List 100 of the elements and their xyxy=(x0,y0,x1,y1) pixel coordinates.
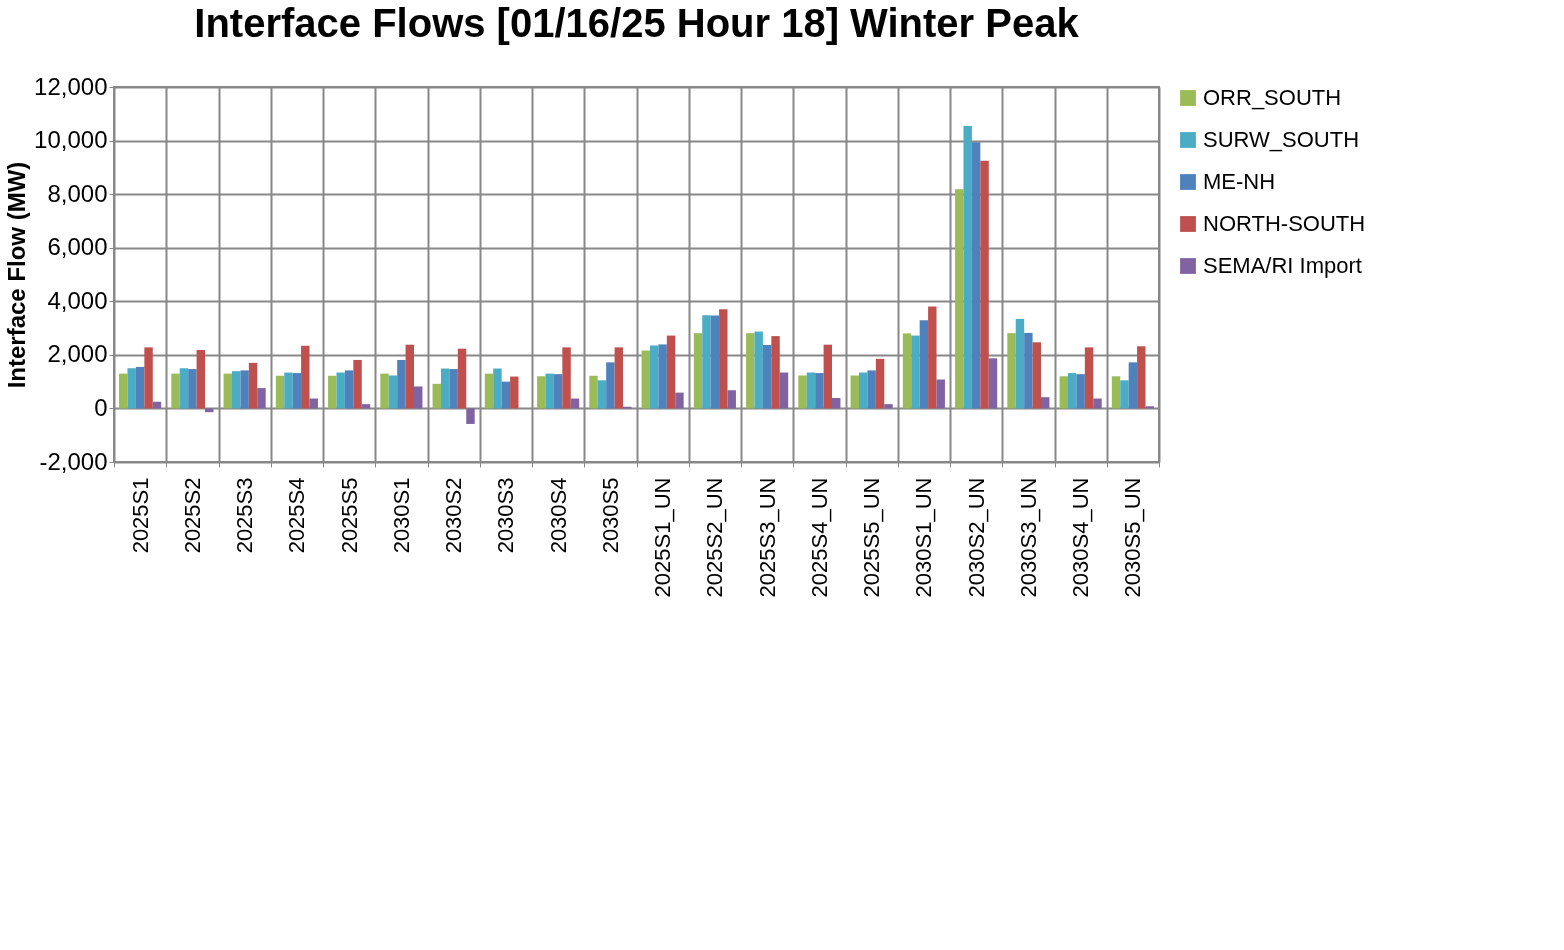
bar xyxy=(746,333,755,409)
bar xyxy=(1015,318,1025,409)
bar xyxy=(1111,376,1121,409)
bar xyxy=(501,381,511,409)
bar xyxy=(762,344,772,409)
bar xyxy=(196,350,206,409)
bar xyxy=(606,362,615,409)
bar xyxy=(440,368,450,409)
bar xyxy=(205,408,214,413)
bar xyxy=(823,344,833,409)
bar xyxy=(955,189,964,409)
bar xyxy=(553,374,563,409)
bar xyxy=(127,368,136,409)
x-tick-label: 2025S1_UN xyxy=(650,477,676,598)
bar xyxy=(1059,376,1068,409)
y-tick-label: -2,000 xyxy=(39,447,108,475)
bar xyxy=(875,358,885,409)
x-tick-label: 2030S4 xyxy=(545,477,571,554)
bar xyxy=(858,372,868,409)
x-tick-label: 2025S2 xyxy=(179,477,205,554)
chart-title: Interface Flows [01/16/25 Hour 18] Winter Peak xyxy=(194,1,1080,45)
bar xyxy=(144,347,153,409)
bar xyxy=(980,160,989,409)
bar xyxy=(545,373,554,409)
bar xyxy=(779,372,789,409)
bar xyxy=(867,370,876,409)
bar xyxy=(597,380,607,409)
bar xyxy=(1093,398,1102,409)
bar xyxy=(702,315,711,409)
bar xyxy=(1032,342,1042,409)
bar xyxy=(275,375,285,409)
x-tick-label: 2025S5 xyxy=(336,477,362,554)
bar xyxy=(388,375,398,409)
legend-label: SEMA/RI Import xyxy=(1203,253,1362,278)
y-tick-label: 12,000 xyxy=(34,72,108,100)
bar xyxy=(328,375,337,409)
x-tick-label: 2030S3_UN xyxy=(1015,477,1041,598)
bar xyxy=(710,315,720,409)
x-tick-label: 2030S4_UN xyxy=(1068,477,1094,598)
bar xyxy=(135,366,145,409)
bar xyxy=(832,397,841,409)
y-tick-label: 2,000 xyxy=(47,340,108,368)
bar xyxy=(240,370,249,409)
bar xyxy=(666,335,676,409)
bar xyxy=(936,379,945,409)
bar xyxy=(1120,380,1129,409)
bar xyxy=(658,344,667,409)
bar xyxy=(457,348,467,409)
bar xyxy=(414,386,423,409)
bar xyxy=(231,371,241,409)
bar xyxy=(1007,333,1016,409)
bar xyxy=(510,376,519,409)
bar xyxy=(614,347,624,409)
bar xyxy=(727,390,736,409)
bar xyxy=(911,335,920,409)
bar xyxy=(1084,347,1094,409)
x-tick-label: 2030S5 xyxy=(597,477,623,554)
bar xyxy=(397,359,406,409)
y-tick-label: 4,000 xyxy=(47,286,108,314)
bar xyxy=(798,375,807,409)
bar xyxy=(1076,374,1085,409)
bar xyxy=(292,373,302,409)
y-axis-title: Interface Flow (MW) xyxy=(3,161,31,389)
x-tick-label: 2025S4 xyxy=(284,477,310,554)
x-tick-label: 2030S2 xyxy=(441,477,467,554)
bar xyxy=(188,369,197,409)
bar xyxy=(675,392,684,409)
bar xyxy=(257,388,266,409)
bar xyxy=(537,376,546,409)
x-tick-label: 2030S3 xyxy=(493,477,519,554)
legend-label: ME-NH xyxy=(1203,169,1276,194)
bar xyxy=(988,358,998,409)
bar xyxy=(344,370,354,409)
bar xyxy=(693,333,703,409)
bar xyxy=(284,372,293,409)
bar xyxy=(432,383,441,409)
y-tick-label: 10,000 xyxy=(34,126,108,154)
bar xyxy=(1137,346,1146,409)
bar xyxy=(301,345,310,409)
bar xyxy=(771,336,780,409)
legend-label: NORTH-SOUTH xyxy=(1203,211,1366,236)
x-tick-label: 2030S5_UN xyxy=(1120,477,1146,598)
x-tick-label: 2030S2_UN xyxy=(963,477,989,598)
legend-label: ORR_SOUTH xyxy=(1203,85,1342,110)
bar xyxy=(1024,332,1033,409)
bar xyxy=(850,375,859,409)
bar xyxy=(971,142,981,409)
bar xyxy=(562,347,571,409)
bar xyxy=(449,369,458,409)
x-tick-label: 2025S2_UN xyxy=(702,477,728,598)
bar xyxy=(380,373,389,409)
y-tick-label: 8,000 xyxy=(47,179,108,207)
bar xyxy=(815,373,824,409)
bar xyxy=(353,359,362,409)
bar xyxy=(754,331,763,409)
bar xyxy=(1128,362,1138,409)
bar xyxy=(493,368,502,409)
x-tick-label: 2025S3_UN xyxy=(754,477,780,598)
bar xyxy=(484,373,494,409)
bar xyxy=(641,350,650,409)
